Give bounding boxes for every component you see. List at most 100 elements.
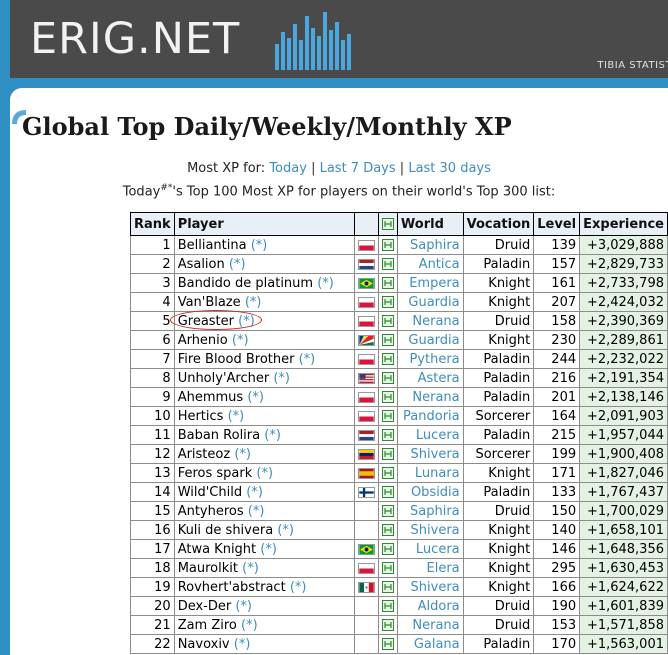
- player-star-link[interactable]: (*): [247, 389, 264, 405]
- player-star-link[interactable]: (*): [260, 541, 277, 557]
- highscore-cell[interactable]: [377, 539, 398, 559]
- highscore-cell[interactable]: [377, 444, 398, 464]
- highscore-icon[interactable]: [381, 504, 394, 519]
- player-name[interactable]: Dex-Der: [177, 598, 232, 614]
- world-cell[interactable]: Nerana: [396, 615, 464, 635]
- player-name[interactable]: Maurolkit: [177, 560, 238, 576]
- highscore-icon[interactable]: [381, 637, 394, 652]
- highscore-icon[interactable]: [381, 466, 394, 481]
- highscore-icon[interactable]: [381, 618, 394, 633]
- player-name[interactable]: Aristeoz: [177, 446, 231, 462]
- link-today[interactable]: Today: [269, 161, 307, 176]
- player-star-link[interactable]: (*): [298, 351, 316, 367]
- player-name[interactable]: Unholy'Archer: [177, 370, 270, 386]
- highscore-icon[interactable]: [381, 257, 394, 272]
- highscore-icon[interactable]: [381, 485, 394, 500]
- world-cell[interactable]: Saphira: [396, 235, 464, 255]
- highscore-cell[interactable]: [377, 368, 398, 388]
- highscore-icon[interactable]: [381, 599, 394, 614]
- highscore-cell[interactable]: [377, 596, 398, 616]
- world-cell[interactable]: Lunara: [396, 463, 464, 483]
- player-star-link[interactable]: (*): [273, 370, 290, 386]
- world-cell[interactable]: Antica: [396, 254, 464, 274]
- highscore-cell[interactable]: [377, 615, 398, 635]
- player-star-link[interactable]: (*): [227, 408, 245, 424]
- player-star-link[interactable]: (*): [241, 617, 258, 633]
- highscore-icon[interactable]: [381, 390, 394, 405]
- link-last-30-days[interactable]: Last 30 days: [408, 161, 491, 176]
- col-level[interactable]: Level: [533, 212, 581, 236]
- player-star-link[interactable]: (*): [250, 237, 268, 253]
- world-cell[interactable]: Pandoria: [396, 406, 464, 426]
- site-logo[interactable]: ERIG.NET: [30, 14, 241, 64]
- link-last-7-days[interactable]: Last 7 Days: [319, 161, 396, 176]
- player-star-link[interactable]: (*): [235, 598, 253, 614]
- highscore-cell[interactable]: [377, 634, 398, 654]
- highscore-icon[interactable]: [381, 371, 394, 386]
- highscore-cell[interactable]: [377, 387, 398, 407]
- world-cell[interactable]: Pythera: [396, 349, 464, 369]
- highscore-icon[interactable]: [381, 276, 394, 291]
- player-name[interactable]: Fire Blood Brother: [177, 351, 295, 367]
- highscore-cell[interactable]: [377, 349, 398, 369]
- highscore-cell[interactable]: [377, 558, 398, 578]
- player-star-link[interactable]: (*): [244, 294, 262, 310]
- player-name[interactable]: Bandido de platinum: [177, 275, 314, 291]
- highscore-icon[interactable]: [381, 447, 394, 462]
- world-cell[interactable]: Galana: [396, 634, 464, 654]
- col-rank[interactable]: Rank: [130, 212, 175, 236]
- player-name[interactable]: Antyheros: [177, 503, 244, 519]
- highscore-cell[interactable]: [377, 577, 398, 597]
- col-experience[interactable]: Experience: [579, 212, 668, 236]
- highscore-cell[interactable]: [377, 520, 398, 540]
- col-world[interactable]: World: [396, 212, 464, 236]
- world-cell[interactable]: Shivera: [396, 520, 464, 540]
- highscore-icon[interactable]: [381, 409, 394, 424]
- world-cell[interactable]: Nerana: [396, 387, 464, 407]
- highscore-cell[interactable]: [377, 406, 398, 426]
- highscore-cell[interactable]: [377, 482, 398, 502]
- highscore-cell[interactable]: [377, 501, 398, 521]
- player-name[interactable]: Navoxiv: [177, 636, 230, 652]
- world-cell[interactable]: Empera: [396, 273, 464, 293]
- player-star-link[interactable]: (*): [289, 579, 307, 595]
- world-cell[interactable]: Astera: [396, 368, 464, 388]
- highscore-cell[interactable]: [377, 292, 398, 312]
- player-star-link[interactable]: (*): [231, 332, 249, 348]
- player-star-link[interactable]: (*): [264, 427, 281, 443]
- world-cell[interactable]: Guardia: [396, 330, 464, 350]
- player-star-link[interactable]: (*): [246, 484, 263, 500]
- col-highscore[interactable]: [377, 212, 398, 236]
- player-star-link[interactable]: (*): [317, 275, 334, 291]
- player-name[interactable]: Atwa Knight: [177, 541, 257, 557]
- player-name[interactable]: Arhenio: [177, 332, 228, 348]
- world-cell[interactable]: Shivera: [396, 577, 464, 597]
- player-name[interactable]: Kuli de shivera: [177, 522, 274, 538]
- highscore-icon[interactable]: [381, 333, 394, 348]
- player-name[interactable]: Zam Ziro: [177, 617, 237, 633]
- highscore-cell[interactable]: [377, 235, 398, 255]
- highscore-cell[interactable]: [377, 254, 398, 274]
- highscore-icon[interactable]: [381, 523, 394, 538]
- player-name[interactable]: Ahemmus: [177, 389, 244, 405]
- highscore-icon[interactable]: [381, 580, 394, 595]
- highscore-icon[interactable]: [381, 314, 394, 329]
- highscore-icon[interactable]: [381, 295, 394, 310]
- player-star-link[interactable]: (*): [238, 313, 255, 329]
- player-name[interactable]: Baban Rolira: [177, 427, 261, 443]
- player-name[interactable]: Asalion: [177, 256, 225, 272]
- player-star-link[interactable]: (*): [242, 560, 259, 576]
- highscore-icon[interactable]: [381, 352, 394, 367]
- player-star-link[interactable]: (*): [247, 503, 265, 519]
- player-star-link[interactable]: (*): [256, 465, 274, 481]
- world-cell[interactable]: Saphira: [396, 501, 464, 521]
- highscore-cell[interactable]: [377, 311, 398, 331]
- world-cell[interactable]: Obsidia: [396, 482, 464, 502]
- highscore-icon[interactable]: [381, 238, 394, 253]
- player-star-link[interactable]: (*): [277, 522, 294, 538]
- player-star-link[interactable]: (*): [233, 636, 251, 652]
- player-star-link[interactable]: (*): [228, 256, 246, 272]
- player-name[interactable]: Feros spark: [177, 465, 253, 481]
- col-vocation[interactable]: Vocation: [462, 212, 535, 236]
- highscore-cell[interactable]: [377, 330, 398, 350]
